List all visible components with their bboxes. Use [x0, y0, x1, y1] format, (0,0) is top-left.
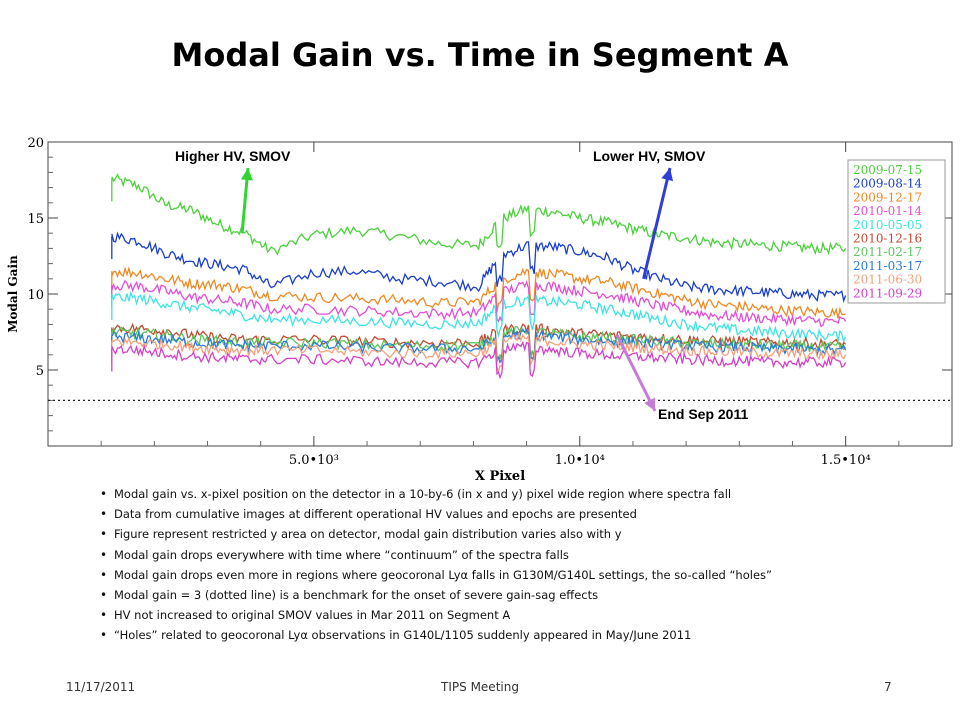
y-axis-label: Modal Gain	[6, 255, 20, 333]
bullet-item: Modal gain vs. x-pixel position on the d…	[100, 486, 940, 506]
x-tick-label: 1.5•10⁴	[821, 453, 871, 468]
series-line-2009-08-14	[111, 231, 847, 304]
annotation-label: Higher HV, SMOV	[175, 148, 291, 164]
series-line-2011-03-17	[111, 328, 847, 364]
series-line-2011-09-29	[111, 340, 847, 380]
x-axis-label: X Pixel	[475, 469, 525, 483]
annotation-arrow-head	[661, 168, 674, 182]
series-line-2011-06-30	[111, 331, 847, 374]
annotation-label: Lower HV, SMOV	[593, 148, 706, 164]
series-line-2010-01-14	[111, 279, 847, 328]
legend-entry: 2009-12-17	[853, 190, 922, 204]
modal-gain-chart: 5 10 15 20 5.0•10³ 1.0•10⁴ 1.5•10⁴ X Pixel Modal…	[6, 136, 953, 483]
bullet-item: Modal gain drops everywhere with time wh…	[100, 547, 940, 567]
legend-entry: 2010-05-05	[853, 218, 922, 232]
bullet-item: Data from cumulative images at different…	[100, 506, 940, 526]
bullet-item: Figure represent restricted y area on de…	[100, 526, 940, 546]
series-line-2010-05-05	[111, 290, 847, 344]
bullet-item: Modal gain drops even more in regions wh…	[100, 567, 940, 587]
legend-entry: 2010-01-14	[853, 204, 923, 218]
legend-entry: 2009-07-15	[853, 163, 922, 177]
legend-entry: 2011-06-30	[853, 273, 922, 287]
y-tick-label: 15	[27, 212, 44, 227]
annotation-label: End Sep 2011	[658, 406, 748, 422]
annotation-arrow-shaft	[615, 334, 657, 412]
x-tick-label: 1.0•10⁴	[555, 453, 605, 468]
footer-meeting: TIPS Meeting	[441, 680, 519, 694]
legend-entry: 2011-02-17	[853, 245, 922, 259]
series-line-2009-12-17	[111, 266, 846, 319]
legend-entry: 2011-03-17	[853, 259, 922, 273]
y-tick-label: 10	[27, 288, 44, 303]
legend-entry: 2009-08-14	[853, 177, 923, 191]
bullet-item: HV not increased to original SMOV values…	[100, 607, 940, 627]
bullet-list: Modal gain vs. x-pixel position on the d…	[100, 486, 940, 648]
slide-title: Modal Gain vs. Time in Segment A	[171, 36, 789, 74]
series-line-2010-12-16	[111, 322, 847, 360]
legend-entry: 2011-09-29	[853, 286, 922, 300]
x-tick-label: 5.0•10³	[289, 453, 339, 468]
bullet-item: Modal gain = 3 (dotted line) is a benchm…	[100, 587, 940, 607]
legend-box	[847, 159, 946, 304]
annotation-arrow-shaft	[642, 167, 672, 280]
y-tick-label: 20	[27, 136, 44, 151]
bullet-item: “Holes” related to geocoronal Lyα observ…	[100, 627, 940, 647]
y-tick-label: 5	[36, 364, 44, 379]
annotation-arrow-head	[240, 168, 253, 181]
legend-entry: 2010-12-16	[853, 232, 922, 246]
series-line-2009-07-15	[111, 173, 847, 256]
footer-page-number: 7	[884, 680, 892, 694]
footer-date: 11/17/2011	[66, 680, 136, 694]
annotation-arrow-head	[644, 397, 655, 411]
